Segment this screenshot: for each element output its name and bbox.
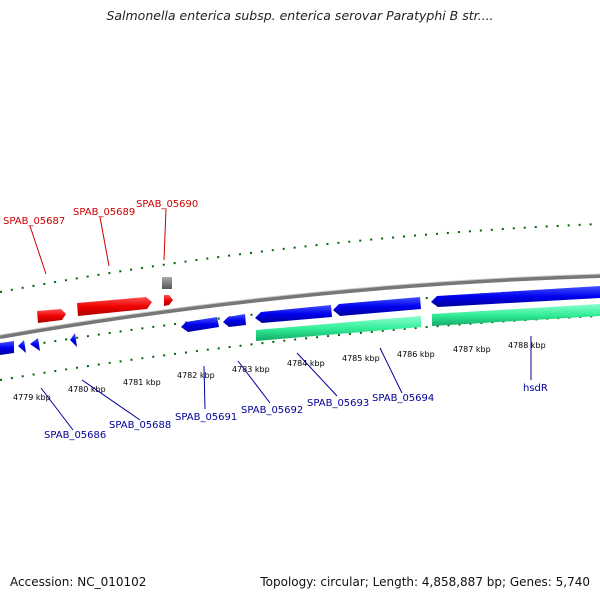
region-band-a[interactable] xyxy=(256,316,421,341)
label-SPAB_05688[interactable]: SPAB_05688 xyxy=(109,420,171,431)
tick-4781: 4781 kbp xyxy=(123,378,161,387)
genome-backbone xyxy=(0,274,600,339)
region-band-b[interactable] xyxy=(432,304,600,326)
tick-4782: 4782 kbp xyxy=(177,371,215,380)
label-SPAB_05690[interactable]: SPAB_05690 xyxy=(136,199,198,210)
tick-4787: 4787 kbp xyxy=(453,345,491,354)
tick-4784: 4784 kbp xyxy=(287,359,325,368)
gene-SPAB_05690[interactable] xyxy=(164,295,173,306)
tick-4788: 4788 kbp xyxy=(508,341,546,350)
gene-SPAB_05693[interactable] xyxy=(333,297,421,316)
label-SPAB_05689[interactable]: SPAB_05689 xyxy=(73,207,135,218)
feature-gray[interactable] xyxy=(162,277,172,289)
tick-4785: 4785 kbp xyxy=(342,354,380,363)
label-hsdR[interactable]: hsdR xyxy=(523,383,548,394)
label-SPAB_05686[interactable]: SPAB_05686 xyxy=(44,430,106,441)
tick-4780: 4780 kbp xyxy=(68,385,106,394)
accession-label: Accession: NC_010102 xyxy=(10,575,147,589)
tick-4783: 4783 kbp xyxy=(232,365,270,374)
tick-4786: 4786 kbp xyxy=(397,350,435,359)
gene-SPAB_05692[interactable] xyxy=(255,305,332,323)
label-SPAB_05693[interactable]: SPAB_05693 xyxy=(307,398,369,409)
gene-SPAB_05691[interactable] xyxy=(181,317,219,332)
label-SPAB_05691[interactable]: SPAB_05691 xyxy=(175,412,237,423)
genome-summary: Topology: circular; Length: 4,858,887 bp… xyxy=(260,575,590,589)
gene-SPAB_05686-a[interactable] xyxy=(0,341,14,355)
gene-hsdR[interactable] xyxy=(431,286,600,307)
gene-SPAB_05689[interactable] xyxy=(77,297,152,316)
outer-tick-ring xyxy=(0,223,600,293)
label-SPAB_05687[interactable]: SPAB_05687 xyxy=(3,216,65,227)
genome-title: Salmonella enterica subsp. enterica sero… xyxy=(106,8,494,23)
gene-SPAB_05687[interactable] xyxy=(37,309,66,323)
label-SPAB_05692[interactable]: SPAB_05692 xyxy=(241,405,303,416)
tick-4779: 4779 kbp xyxy=(13,393,51,402)
label-SPAB_05694[interactable]: SPAB_05694 xyxy=(372,393,434,404)
